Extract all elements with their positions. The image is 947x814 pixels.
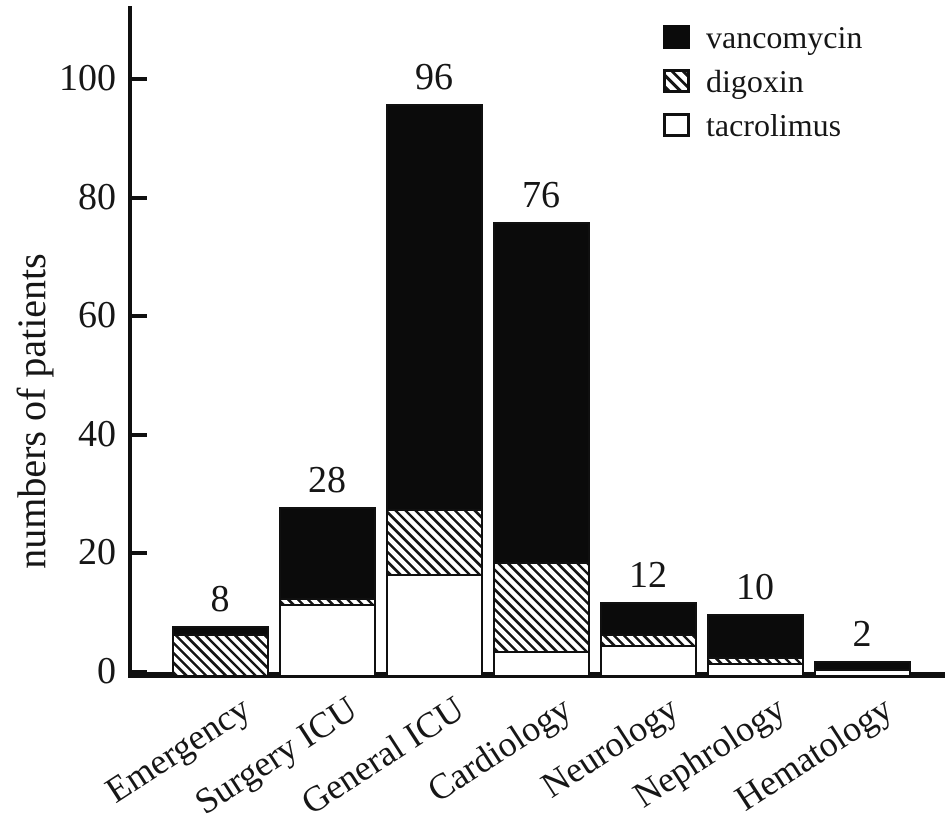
bar-segment-tacrolimus — [281, 604, 374, 675]
legend-swatch-vancomycin-icon — [663, 24, 690, 49]
bar-segment-vancomycin — [495, 224, 588, 562]
bar-total-label: 28 — [308, 459, 346, 501]
y-tick — [132, 195, 147, 200]
y-tick-label: 0 — [97, 650, 116, 692]
bar-segment-vancomycin — [174, 628, 267, 634]
legend-item-digoxin: digoxin — [663, 62, 862, 99]
bar-neurology — [600, 602, 697, 677]
y-tick — [132, 314, 147, 319]
chart-legend: vancomycin digoxin tacrolimus — [663, 18, 863, 154]
bar-segment-tacrolimus — [602, 645, 695, 675]
bar-segment-digoxin — [388, 509, 481, 574]
bar-segment-digoxin — [495, 562, 588, 651]
y-axis-line — [128, 6, 132, 678]
legend-swatch-tacrolimus-icon — [663, 112, 690, 137]
y-tick-label: 60 — [78, 294, 116, 337]
bar-total-label: 8 — [210, 578, 230, 620]
bar-segment-vancomycin — [281, 509, 374, 598]
bar-segment-digoxin — [174, 633, 267, 675]
bar-general-icu — [386, 104, 483, 677]
bar-segment-tacrolimus — [816, 669, 909, 675]
bar-cardiology — [493, 222, 590, 677]
bar-segment-digoxin — [602, 633, 695, 646]
bar-total-label: 76 — [522, 174, 560, 216]
legend-label: digoxin — [706, 62, 804, 99]
bar-segment-tacrolimus — [709, 663, 802, 675]
bar-segment-vancomycin — [709, 616, 802, 658]
legend-label: tacrolimus — [706, 106, 842, 143]
bar-surgery-icu — [279, 507, 376, 677]
bar-total-label: 12 — [629, 554, 667, 596]
bar-segment-tacrolimus — [388, 574, 481, 675]
bar-nephrology — [707, 614, 804, 677]
y-tick-label: 20 — [78, 531, 116, 574]
bar-total-label: 10 — [736, 566, 774, 608]
y-tick-label: 80 — [78, 175, 116, 218]
bar-hematology — [814, 661, 911, 677]
legend-item-tacrolimus: tacrolimus — [663, 106, 862, 143]
y-tick — [132, 77, 147, 81]
y-tick-label: 40 — [78, 412, 116, 455]
bar-segment-digoxin — [281, 598, 374, 604]
bar-segment-vancomycin — [602, 603, 695, 634]
y-tick — [132, 670, 147, 674]
bar-segment-vancomycin — [816, 663, 909, 669]
bar-emergency — [172, 626, 269, 677]
legend-label: vancomycin — [706, 18, 863, 55]
y-tick — [132, 551, 147, 556]
y-tick-label: 100 — [59, 57, 116, 99]
bar-total-label: 96 — [415, 56, 453, 98]
y-tick — [132, 432, 147, 437]
legend-swatch-digoxin-icon — [663, 68, 690, 93]
bar-segment-digoxin — [709, 657, 802, 664]
bar-segment-tacrolimus — [495, 651, 588, 675]
legend-item-vancomycin: vancomycin — [663, 18, 863, 55]
bar-segment-vancomycin — [388, 106, 481, 509]
bar-total-label: 2 — [852, 613, 872, 655]
